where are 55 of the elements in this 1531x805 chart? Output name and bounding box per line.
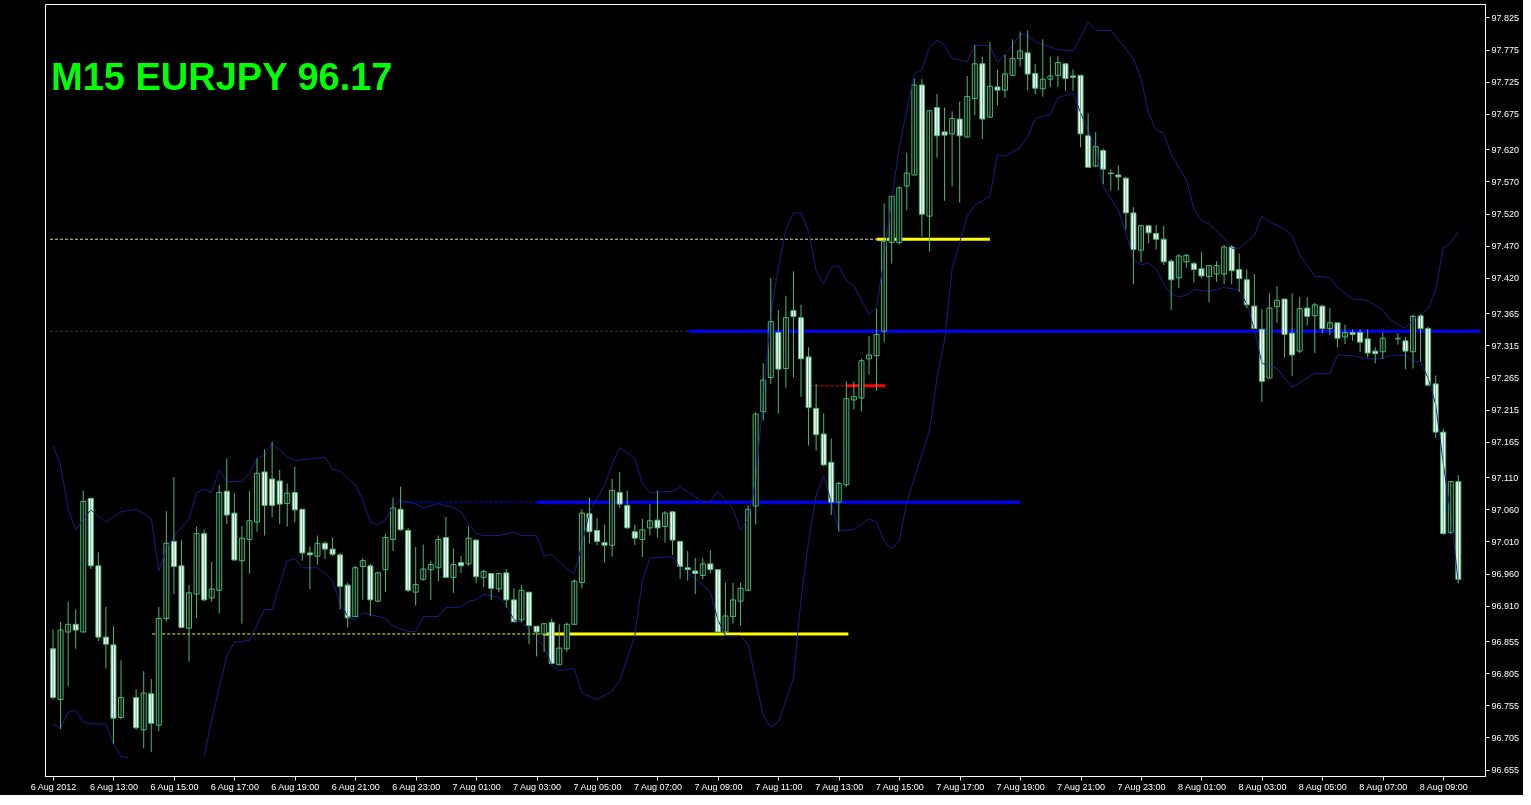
x-tick-label: 6 Aug 17:00 [210,781,259,792]
y-tick-label: 97.420 [1491,273,1520,284]
x-tick-label: 7 Aug 07:00 [633,781,682,792]
x-tick-label: 7 Aug 23:00 [1117,781,1166,792]
x-tick-label: 6 Aug 15:00 [150,781,199,792]
x-tick-label: 7 Aug 01:00 [452,781,501,792]
y-tick-label: 96.655 [1491,765,1520,776]
y-tick-label: 97.725 [1491,77,1520,88]
y-tick-label: 97.265 [1491,372,1520,383]
candlestick [1115,164,1122,191]
y-tick-label: 97.165 [1491,437,1520,448]
x-tick-label: 7 Aug 21:00 [1057,781,1106,792]
y-tick-label: 96.705 [1491,732,1520,743]
x-tick-label: 7 Aug 05:00 [573,781,622,792]
x-tick-label: 7 Aug 19:00 [996,781,1045,792]
candlestick [420,544,427,582]
y-tick-label: 97.010 [1491,536,1520,547]
x-tick-label: 6 Aug 21:00 [331,781,380,792]
y-tick-label: 97.520 [1491,209,1520,220]
candlestick [790,270,797,378]
y-tick-label: 96.805 [1491,668,1520,679]
x-tick-label: 8 Aug 07:00 [1359,781,1408,792]
y-tick-label: 97.775 [1491,45,1520,56]
y-tick-label: 97.315 [1491,340,1520,351]
y-tick-label: 97.825 [1491,13,1520,23]
x-tick-label: 7 Aug 15:00 [875,781,924,792]
y-tick-label: 97.215 [1491,405,1520,416]
x-tick-label: 7 Aug 03:00 [513,781,562,792]
y-tick-label: 97.060 [1491,504,1520,515]
y-tick-label: 97.570 [1491,176,1520,187]
text: M15 EURJPY 96.17 [51,56,393,98]
y-tick-label: 96.855 [1491,636,1520,647]
y-tick-label: 97.675 [1491,109,1520,120]
x-tick-label: 6 Aug 23:00 [392,781,441,792]
y-tick-label: 96.960 [1491,569,1520,580]
y-tick-label: 96.910 [1491,601,1520,612]
y-tick-label: 97.620 [1491,144,1520,155]
x-tick-label: 6 Aug 13:00 [89,781,138,792]
y-tick-label: 97.470 [1491,241,1520,252]
x-tick-label: 8 Aug 03:00 [1238,781,1287,792]
x-tick-label: 7 Aug 13:00 [815,781,864,792]
candlestick [692,557,699,595]
x-tick-label: 6 Aug 19:00 [271,781,320,792]
candlestick [1107,168,1114,191]
y-tick-label: 97.365 [1491,308,1520,319]
x-tick-label: 7 Aug 11:00 [755,781,803,792]
x-tick-label: 8 Aug 09:00 [1419,781,1468,792]
y-tick-label: 97.110 [1491,472,1519,483]
x-tick-label: 7 Aug 09:00 [694,781,743,792]
x-tick-label: 8 Aug 05:00 [1298,781,1347,792]
x-tick-label: 6 Aug 2012 [30,781,77,792]
x-tick-label: 7 Aug 17:00 [936,781,985,792]
line-series [52,22,1459,575]
y-tick-label: 96.755 [1491,700,1520,711]
x-tick-label: 8 Aug 01:00 [1177,781,1226,792]
